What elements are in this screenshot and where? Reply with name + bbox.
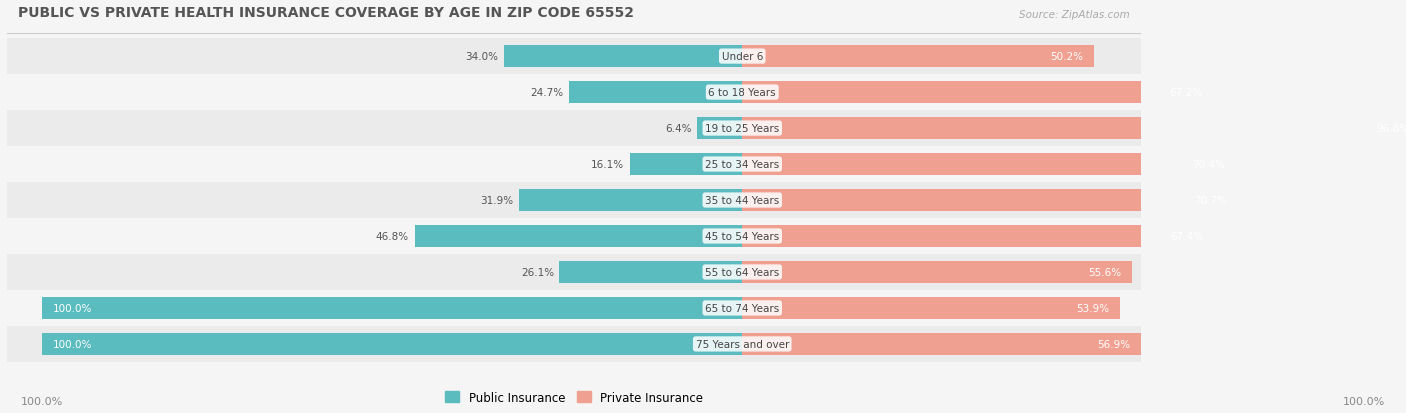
Text: 70.4%: 70.4% xyxy=(1192,160,1225,170)
Bar xyxy=(42,297,742,319)
Text: 19 to 25 Years: 19 to 25 Years xyxy=(706,124,779,134)
Text: 35 to 44 Years: 35 to 44 Years xyxy=(706,195,779,206)
Text: 96.8%: 96.8% xyxy=(1376,124,1406,134)
Bar xyxy=(519,190,742,211)
Bar xyxy=(7,183,1142,218)
Text: 55 to 64 Years: 55 to 64 Years xyxy=(706,267,779,277)
Text: 31.9%: 31.9% xyxy=(479,195,513,206)
Text: 6 to 18 Years: 6 to 18 Years xyxy=(709,88,776,98)
Bar xyxy=(697,118,742,140)
Text: 100.0%: 100.0% xyxy=(52,339,91,349)
Bar xyxy=(7,254,1142,290)
Text: 75 Years and over: 75 Years and over xyxy=(696,339,789,349)
Text: 26.1%: 26.1% xyxy=(520,267,554,277)
Text: 65 to 74 Years: 65 to 74 Years xyxy=(706,303,779,313)
Text: PUBLIC VS PRIVATE HEALTH INSURANCE COVERAGE BY AGE IN ZIP CODE 65552: PUBLIC VS PRIVATE HEALTH INSURANCE COVER… xyxy=(18,6,634,20)
Legend: Public Insurance, Private Insurance: Public Insurance, Private Insurance xyxy=(440,386,709,408)
Bar xyxy=(742,154,1236,176)
Bar xyxy=(742,118,1406,140)
Text: 53.9%: 53.9% xyxy=(1076,303,1109,313)
Text: 100.0%: 100.0% xyxy=(52,303,91,313)
Bar xyxy=(7,39,1142,75)
Bar xyxy=(742,190,1237,211)
Text: 25 to 34 Years: 25 to 34 Years xyxy=(706,160,779,170)
Bar xyxy=(630,154,742,176)
Text: Under 6: Under 6 xyxy=(721,52,763,62)
Bar xyxy=(742,82,1213,104)
Text: 100.0%: 100.0% xyxy=(21,396,63,406)
Bar xyxy=(7,75,1142,111)
Text: 34.0%: 34.0% xyxy=(465,52,499,62)
Text: 100.0%: 100.0% xyxy=(1343,396,1385,406)
Bar xyxy=(7,290,1142,326)
Text: 67.2%: 67.2% xyxy=(1170,88,1202,98)
Bar xyxy=(742,297,1119,319)
Bar xyxy=(42,333,742,355)
Bar xyxy=(7,326,1142,362)
Bar xyxy=(742,261,1132,283)
Bar xyxy=(7,218,1142,254)
Bar xyxy=(505,46,742,68)
Bar xyxy=(7,147,1142,183)
Text: Source: ZipAtlas.com: Source: ZipAtlas.com xyxy=(1019,10,1130,20)
Text: 16.1%: 16.1% xyxy=(591,160,624,170)
Bar xyxy=(742,333,1140,355)
Text: 55.6%: 55.6% xyxy=(1088,267,1121,277)
Bar xyxy=(560,261,742,283)
Bar xyxy=(7,111,1142,147)
Text: 6.4%: 6.4% xyxy=(665,124,692,134)
Text: 45 to 54 Years: 45 to 54 Years xyxy=(706,231,779,242)
Text: 70.7%: 70.7% xyxy=(1194,195,1227,206)
Bar xyxy=(415,225,742,247)
Bar xyxy=(569,82,742,104)
Text: 50.2%: 50.2% xyxy=(1050,52,1083,62)
Text: 24.7%: 24.7% xyxy=(530,88,564,98)
Text: 46.8%: 46.8% xyxy=(375,231,409,242)
Text: 56.9%: 56.9% xyxy=(1097,339,1130,349)
Bar xyxy=(742,225,1215,247)
Text: 67.4%: 67.4% xyxy=(1171,231,1204,242)
Bar xyxy=(742,46,1094,68)
